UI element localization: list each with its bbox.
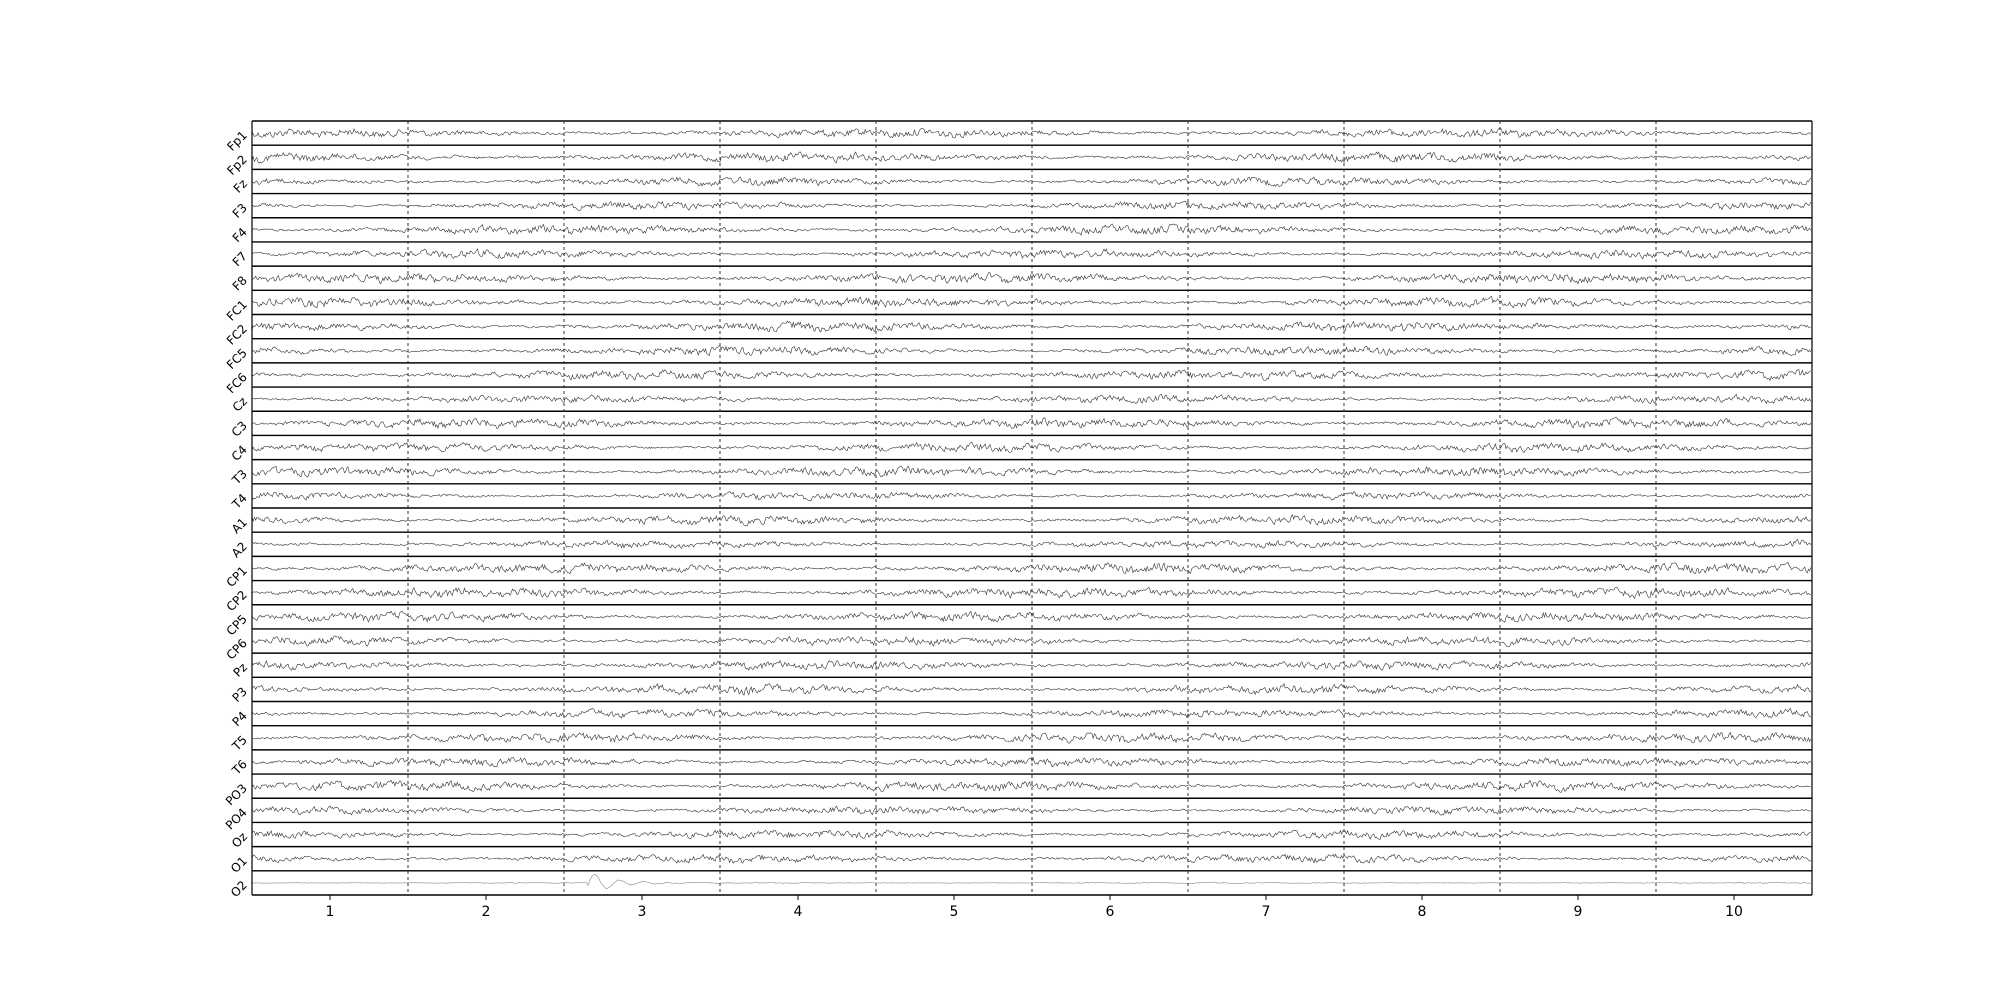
channel-label: CP6 — [224, 636, 250, 662]
trace-c3 — [251, 417, 1812, 430]
channel-label: Fp2 — [224, 152, 250, 178]
trace-a2 — [251, 539, 1812, 549]
trace-f4 — [251, 223, 1812, 236]
channel-label: A1 — [229, 515, 250, 536]
channel-label: F7 — [230, 249, 250, 269]
trace-f3 — [251, 200, 1812, 211]
trace-a1 — [251, 513, 1812, 527]
channel-label: F8 — [230, 273, 250, 293]
channel-label: O1 — [228, 854, 250, 876]
x-tick-label: 1 — [326, 904, 335, 920]
trace-po4 — [251, 805, 1811, 816]
channel-label: FC6 — [224, 370, 250, 396]
x-tick-label: 10 — [1725, 904, 1743, 920]
trace-c4 — [251, 441, 1811, 454]
channel-label: FC1 — [224, 297, 250, 323]
trace-f7 — [251, 248, 1811, 260]
x-tick-label: 3 — [638, 904, 647, 920]
x-tick-label: 7 — [1262, 904, 1271, 920]
channel-label: T3 — [229, 467, 250, 488]
channel-label: A2 — [229, 539, 250, 560]
channel-label: Cz — [230, 394, 250, 414]
trace-o1 — [251, 853, 1811, 864]
trace-fp1 — [251, 127, 1812, 139]
x-tick-label: 4 — [794, 904, 803, 920]
trace-fc1 — [251, 296, 1812, 309]
channel-label: PO4 — [223, 805, 250, 832]
trace-fc6 — [251, 368, 1811, 382]
trace-oz — [251, 829, 1811, 841]
channel-label: T6 — [229, 757, 250, 778]
trace-cp6 — [251, 635, 1811, 648]
trace-t5 — [251, 731, 1812, 744]
trace-fz — [251, 176, 1812, 187]
x-tick-label: 5 — [950, 904, 959, 920]
channel-label: CP5 — [224, 612, 250, 638]
x-tick-label: 9 — [1574, 904, 1583, 920]
channel-label: C3 — [229, 418, 250, 439]
x-tick-label: 2 — [482, 904, 491, 920]
trace-p3 — [251, 682, 1811, 696]
trace-fp2 — [251, 151, 1811, 164]
channel-label: O2 — [228, 878, 250, 900]
trace-p4 — [251, 707, 1811, 719]
trace-t3 — [251, 465, 1811, 478]
trace-cz — [251, 393, 1812, 405]
channel-label: P4 — [230, 709, 250, 729]
channel-label: CP2 — [224, 588, 250, 614]
trace-cp5 — [251, 610, 1811, 623]
x-tick-label: 8 — [1418, 904, 1427, 920]
channel-label: C4 — [229, 443, 250, 464]
channel-label: F4 — [230, 225, 250, 245]
channel-label: F3 — [230, 201, 250, 221]
trace-pz — [251, 659, 1812, 671]
channel-label: T5 — [229, 733, 250, 754]
trace-po3 — [251, 779, 1811, 793]
trace-fc2 — [251, 320, 1811, 333]
trace-o2 — [251, 874, 1811, 889]
trace-group — [251, 127, 1812, 889]
trace-t4 — [251, 491, 1811, 502]
channel-label: FC2 — [224, 322, 250, 348]
channel-label: Fp1 — [224, 128, 250, 154]
channel-label: T4 — [229, 491, 250, 512]
channel-label: CP1 — [224, 564, 250, 590]
channel-label: P3 — [230, 684, 250, 704]
trace-t6 — [251, 756, 1812, 768]
channel-label: Pz — [230, 660, 249, 679]
trace-cp1 — [251, 561, 1812, 575]
trace-fc5 — [251, 345, 1812, 357]
channel-label: PO3 — [223, 781, 250, 808]
channel-label: FC5 — [224, 346, 250, 372]
x-tick-label: 6 — [1106, 904, 1115, 920]
trace-cp2 — [251, 586, 1811, 600]
trace-f8 — [251, 272, 1811, 285]
channel-label: Fz — [231, 177, 250, 196]
